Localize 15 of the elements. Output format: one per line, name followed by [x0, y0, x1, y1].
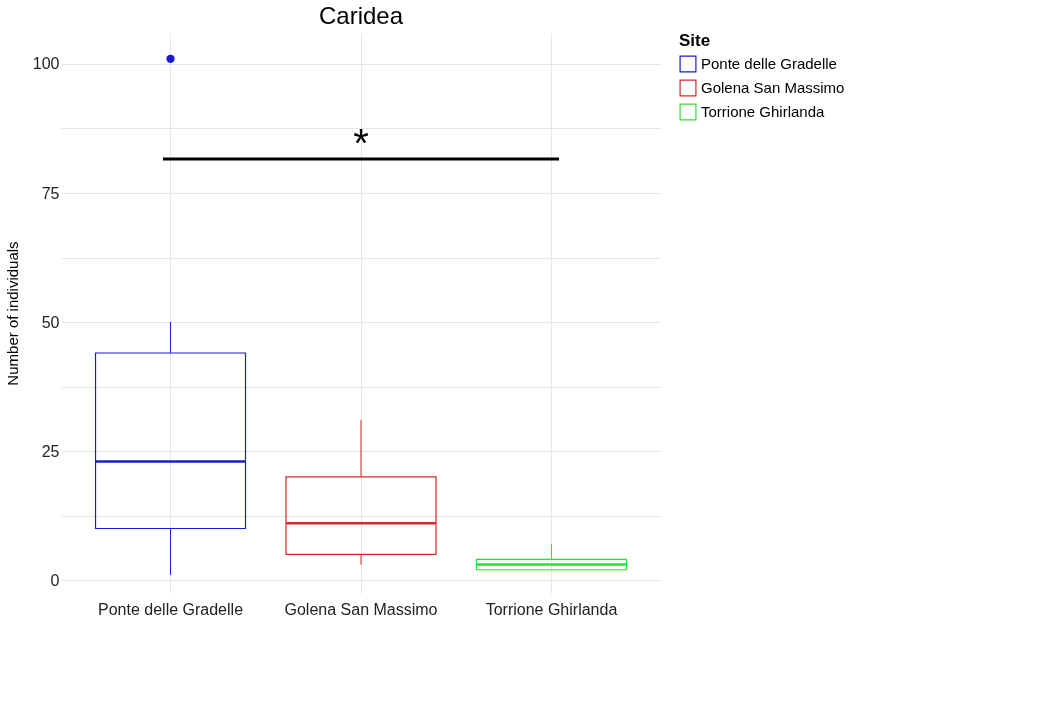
x-tick-label: Ponte delle Gradelle — [98, 600, 244, 618]
y-tick-label: 75 — [41, 184, 60, 202]
legend-label: Torrione Ghirlanda — [701, 103, 826, 120]
annotation: * — [353, 120, 369, 165]
y-tick-label: 50 — [41, 313, 60, 331]
y-axis-title: Number of individuals — [3, 241, 21, 386]
legend-label: Golena San Massimo — [701, 79, 845, 96]
x-tick-label: Torrione Ghirlanda — [485, 600, 618, 618]
legend-label: Ponte delle Gradelle — [701, 55, 837, 72]
legend-title: Site — [679, 31, 711, 50]
chart-title: Caridea — [318, 2, 404, 29]
x-tick-label: Golena San Massimo — [284, 600, 438, 618]
y-tick-label: 100 — [32, 55, 60, 73]
y-tick-label: 25 — [41, 442, 60, 460]
y-tick-label: 0 — [50, 571, 60, 589]
